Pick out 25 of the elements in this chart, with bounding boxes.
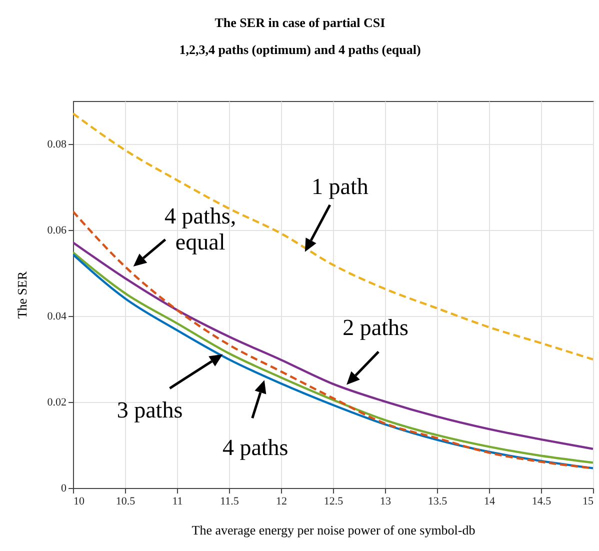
y-tick-label: 0.06 bbox=[47, 224, 67, 236]
x-tick-label: 12 bbox=[276, 496, 287, 508]
x-tick-label: 12.5 bbox=[324, 496, 344, 508]
y-tick-label: 0 bbox=[61, 482, 67, 494]
annotation: 4 paths bbox=[222, 435, 288, 460]
x-tick-label: 10.5 bbox=[116, 496, 136, 508]
y-axis-title: The SER bbox=[14, 271, 30, 319]
annotation: 2 paths bbox=[342, 314, 408, 340]
x-tick-label: 14.5 bbox=[532, 496, 552, 508]
chart-subtitle: 1,2,3,4 paths (optimum) and 4 paths (equal) bbox=[179, 42, 421, 57]
x-tick-label: 13.5 bbox=[428, 496, 448, 508]
x-tick-label: 11 bbox=[172, 496, 183, 508]
y-tick-label: 0.08 bbox=[47, 138, 67, 150]
annotation: 1 path bbox=[311, 174, 369, 199]
y-tick-label: 0.02 bbox=[47, 396, 66, 408]
x-tick-label: 15 bbox=[582, 496, 594, 508]
x-tick-label: 14 bbox=[484, 496, 496, 508]
chart-title: The SER in case of partial CSI bbox=[214, 15, 386, 30]
annotation: 4 paths, equal bbox=[164, 204, 236, 255]
x-tick-label: 11.5 bbox=[220, 496, 240, 508]
y-tick-label: 0.04 bbox=[47, 310, 67, 322]
x-tick-label: 10 bbox=[74, 496, 85, 508]
x-tick-label: 13 bbox=[380, 496, 392, 508]
x-axis-title: The average energy per noise power of one symbol-db bbox=[192, 522, 476, 538]
annotation: 3 paths bbox=[116, 397, 183, 422]
